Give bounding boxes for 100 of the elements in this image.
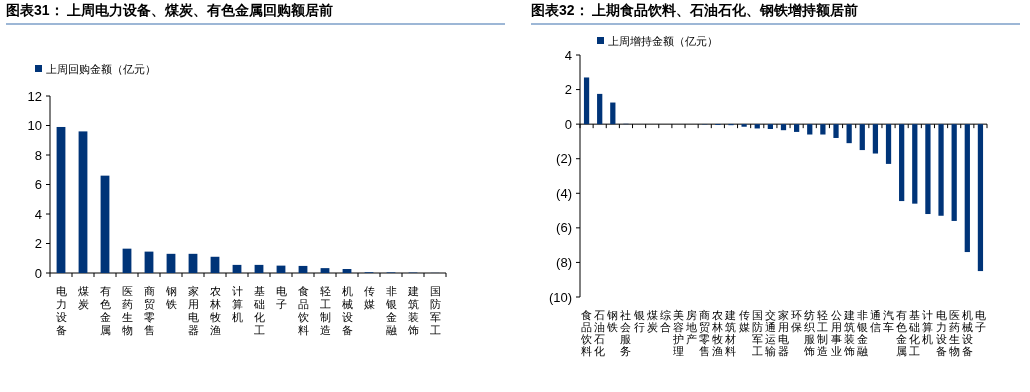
x-tick-label: 非银金融	[384, 285, 397, 337]
x-tick-label: 煤炭	[77, 285, 89, 311]
x-tick-label: 轻工制造	[817, 309, 829, 358]
bar	[872, 124, 879, 154]
x-tick-label: 机械设备	[961, 309, 973, 358]
x-tick-label: 基础化工	[908, 309, 921, 358]
bar	[583, 77, 590, 125]
bar	[767, 124, 773, 129]
x-tick-label: 商贸零售	[699, 309, 711, 358]
bar	[210, 256, 220, 273]
x-tick-label: 轻工制造	[319, 285, 331, 337]
x-tick-label: 纺织服饰	[803, 309, 816, 358]
x-tick-label: 电子	[275, 285, 287, 311]
x-tick-label: 家用电器	[778, 309, 789, 358]
x-tick-label: 公用事业	[830, 309, 842, 358]
x-tick-label: 汽车	[883, 309, 895, 334]
bar	[780, 124, 787, 131]
bar	[232, 264, 242, 273]
bar	[925, 124, 931, 215]
x-tick-label: 建筑装饰	[406, 285, 419, 337]
bar	[977, 124, 984, 272]
x-tick-label: 煤炭	[646, 309, 658, 334]
bar	[342, 269, 352, 273]
bar	[846, 124, 852, 144]
bar	[820, 124, 826, 135]
x-tick-label: 房地产	[685, 309, 698, 346]
x-tick-label: 通信	[869, 309, 881, 334]
bar	[794, 124, 800, 132]
bar	[807, 124, 813, 135]
y-tick-label: (4)	[556, 185, 572, 201]
x-tick-label: 电力设备	[935, 309, 947, 358]
chart-title: 图表31： 上周电力设备、煤炭、有色金属回购额居前	[6, 2, 505, 25]
bar	[166, 253, 176, 273]
x-tick-label: 美容护理	[671, 309, 684, 358]
x-tick-label: 传媒	[738, 309, 750, 334]
x-tick-label: 银行	[632, 309, 645, 334]
x-tick-label: 建筑装饰	[842, 309, 855, 358]
legend: 上周回购金额（亿元）	[35, 63, 156, 75]
y-tick-label: (6)	[556, 220, 572, 236]
bar	[951, 124, 957, 221]
y-tick-label: 4	[564, 47, 572, 63]
y-tick-label: (10)	[548, 289, 572, 305]
y-tick-label: 0	[34, 265, 42, 281]
bar	[100, 175, 110, 273]
x-tick-label: 环保	[791, 309, 803, 334]
y-tick-label: (8)	[556, 254, 572, 270]
y-tick-label: 2	[564, 82, 572, 98]
y-tick-label: 6	[34, 177, 42, 192]
bar	[298, 265, 308, 273]
x-tick-label: 传媒	[363, 285, 375, 311]
x-tick-label: 机械设备	[341, 285, 353, 337]
x-tick-label: 钢铁	[164, 285, 177, 311]
y-tick-label: 0	[564, 116, 572, 132]
bar	[597, 93, 603, 125]
x-tick-label: 电子	[974, 309, 986, 334]
x-tick-label: 农林牧渔	[711, 309, 724, 358]
x-tick-label: 有色金属	[99, 285, 111, 337]
x-tick-label: 非银金融	[855, 309, 868, 358]
x-tick-label: 食品饮料	[580, 309, 593, 358]
bar	[859, 124, 865, 151]
bar	[964, 124, 970, 253]
bar	[78, 131, 88, 273]
x-tick-label: 家用电器	[187, 285, 199, 337]
x-tick-label: 石油石化	[594, 309, 606, 358]
x-tick-label: 食品饮料	[296, 285, 309, 337]
x-tick-label: 商贸零售	[143, 285, 155, 337]
x-tick-label: 医药生物	[121, 285, 133, 337]
x-tick-label: 计算机	[922, 309, 934, 346]
x-tick-label: 农林牧渔	[208, 285, 221, 337]
x-tick-label: 医药生物	[948, 309, 960, 358]
y-tick-label: 8	[34, 147, 42, 163]
bar	[938, 124, 944, 216]
x-tick-label: 基础化工	[252, 285, 265, 337]
y-tick-label: 10	[27, 118, 42, 133]
x-tick-label: 有色金属	[896, 309, 908, 358]
x-tick-label: 社会服务	[620, 309, 632, 358]
bar	[741, 124, 747, 127]
bar	[899, 124, 905, 202]
bar	[912, 124, 918, 204]
chart-title: 图表32： 上期食品饮料、石油石化、钢铁增持额居前	[531, 2, 1020, 25]
y-tick-label: 12	[27, 88, 42, 104]
bar	[885, 124, 892, 164]
bar	[254, 264, 264, 273]
x-tick-label: 综合	[659, 309, 671, 334]
x-tick-label: 国防军工	[751, 309, 763, 358]
y-tick-label: 4	[34, 206, 42, 222]
x-tick-label: 交通运输	[764, 309, 776, 358]
bar	[56, 126, 66, 273]
bar	[833, 124, 839, 138]
bar	[320, 268, 330, 273]
bar	[188, 253, 198, 273]
x-tick-label: 计算机	[231, 285, 243, 324]
x-tick-label: 国防军工	[429, 285, 441, 337]
legend: 上周增持金额（亿元）	[597, 35, 718, 47]
bar	[122, 248, 132, 273]
y-tick-label: 2	[34, 236, 42, 251]
x-tick-label: 钢铁	[606, 309, 619, 334]
y-tick-label: (2)	[556, 151, 572, 167]
x-tick-label: 电力设备	[55, 285, 67, 337]
bar	[610, 102, 616, 125]
